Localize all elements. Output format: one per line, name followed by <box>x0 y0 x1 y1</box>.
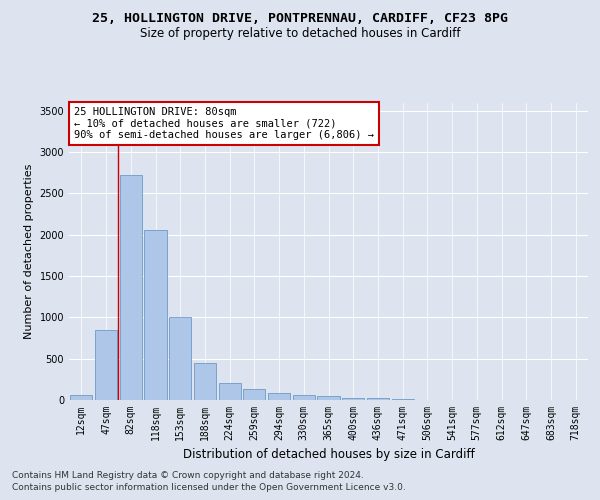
Text: Size of property relative to detached houses in Cardiff: Size of property relative to detached ho… <box>140 28 460 40</box>
Bar <box>367 398 389 400</box>
Bar <box>218 382 241 400</box>
Bar <box>293 395 315 400</box>
Text: Contains HM Land Registry data © Crown copyright and database right 2024.: Contains HM Land Registry data © Crown c… <box>12 471 364 480</box>
Bar <box>119 175 142 400</box>
Bar <box>342 398 364 400</box>
Bar <box>95 330 117 400</box>
Text: 25 HOLLINGTON DRIVE: 80sqm
← 10% of detached houses are smaller (722)
90% of sem: 25 HOLLINGTON DRIVE: 80sqm ← 10% of deta… <box>74 107 374 140</box>
Bar <box>317 396 340 400</box>
Bar <box>169 318 191 400</box>
Text: 25, HOLLINGTON DRIVE, PONTPRENNAU, CARDIFF, CF23 8PG: 25, HOLLINGTON DRIVE, PONTPRENNAU, CARDI… <box>92 12 508 26</box>
Bar <box>194 363 216 400</box>
Bar <box>145 230 167 400</box>
Bar <box>70 395 92 400</box>
Bar <box>268 394 290 400</box>
Bar <box>243 389 265 400</box>
Text: Contains public sector information licensed under the Open Government Licence v3: Contains public sector information licen… <box>12 484 406 492</box>
Bar <box>392 399 414 400</box>
X-axis label: Distribution of detached houses by size in Cardiff: Distribution of detached houses by size … <box>182 448 475 462</box>
Y-axis label: Number of detached properties: Number of detached properties <box>24 164 34 339</box>
